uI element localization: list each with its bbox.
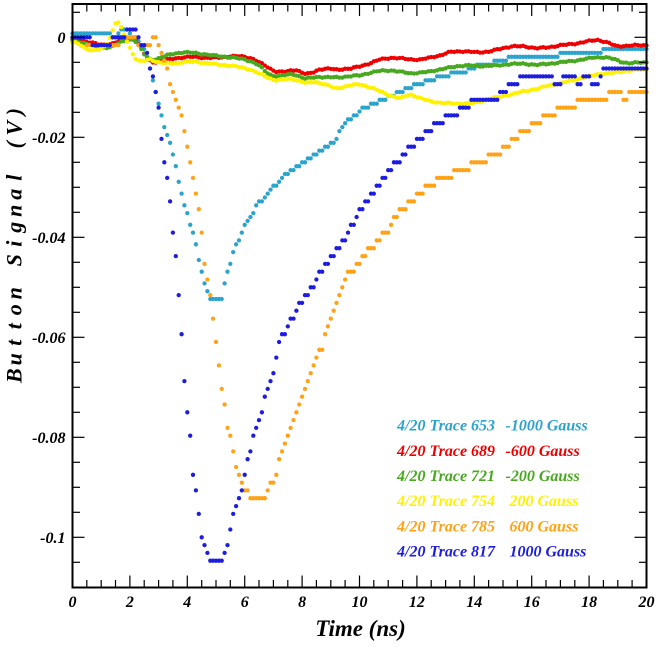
svg-text:0: 0 (58, 30, 66, 47)
svg-text:a: a (2, 189, 27, 200)
svg-text:o: o (2, 304, 27, 315)
svg-text:12: 12 (409, 594, 425, 611)
svg-text:Time (ns): Time (ns) (315, 616, 406, 641)
svg-text:4/20 Trace 817: 4/20 Trace 817 (396, 544, 496, 561)
svg-text:1000 Gauss: 1000 Gauss (510, 544, 587, 561)
svg-text:0: 0 (69, 594, 77, 611)
svg-text:(: ( (2, 139, 27, 148)
svg-text:i: i (2, 240, 27, 247)
svg-text:-0.02: -0.02 (32, 130, 65, 147)
svg-text:4/20 Trace 721: 4/20 Trace 721 (396, 468, 495, 485)
svg-text:600 Gauss: 600 Gauss (510, 518, 579, 535)
svg-text:18: 18 (581, 594, 597, 611)
svg-text:V: V (2, 119, 27, 136)
svg-text:14: 14 (466, 594, 482, 611)
svg-text:-0.1: -0.1 (40, 530, 65, 547)
svg-text:8: 8 (298, 594, 306, 611)
svg-text:n: n (2, 205, 27, 217)
svg-text:4/20 Trace 653: 4/20 Trace 653 (396, 418, 495, 435)
svg-text:t: t (2, 339, 27, 346)
svg-text:200 Gauss: 200 Gauss (509, 493, 579, 510)
svg-text:2: 2 (125, 594, 134, 611)
svg-text:-200 Gauss: -200 Gauss (506, 468, 580, 485)
svg-text:l: l (2, 174, 27, 181)
svg-text:t: t (2, 322, 27, 329)
svg-text:): ) (2, 108, 27, 117)
svg-text:-0.08: -0.08 (32, 430, 65, 447)
svg-text:4/20 Trace 689: 4/20 Trace 689 (396, 443, 495, 460)
svg-text:-1000 Gauss: -1000 Gauss (506, 418, 588, 435)
svg-text:4/20 Trace 785: 4/20 Trace 785 (396, 518, 495, 535)
svg-text:4/20 Trace 754: 4/20 Trace 754 (396, 493, 495, 510)
svg-text:g: g (2, 222, 27, 234)
svg-text:u: u (2, 353, 27, 365)
svg-text:B: B (2, 368, 27, 384)
svg-text:-0.06: -0.06 (32, 330, 65, 347)
svg-text:-600 Gauss: -600 Gauss (506, 443, 580, 460)
svg-text:4: 4 (182, 594, 191, 611)
svg-text:n: n (2, 287, 27, 299)
svg-text:20: 20 (638, 594, 655, 611)
svg-text:S: S (2, 254, 27, 266)
svg-text:10: 10 (352, 594, 368, 611)
svg-text:6: 6 (241, 594, 249, 611)
svg-text:16: 16 (524, 594, 540, 611)
svg-text:-0.04: -0.04 (32, 230, 65, 247)
